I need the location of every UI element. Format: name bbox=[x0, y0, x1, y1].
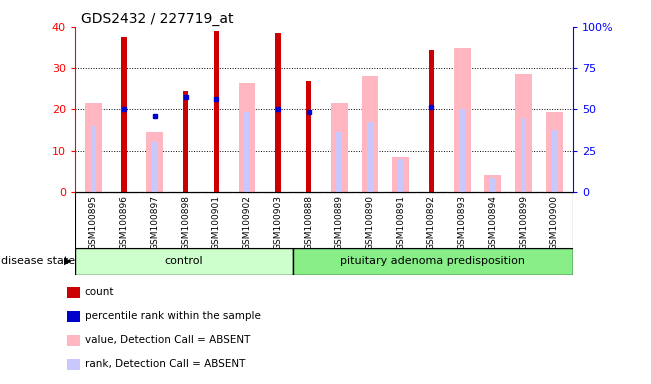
Text: GSM100902: GSM100902 bbox=[243, 195, 251, 250]
Bar bbox=[214, 31, 219, 192]
Bar bbox=[398, 159, 404, 192]
Text: GDS2432 / 227719_at: GDS2432 / 227719_at bbox=[81, 12, 234, 25]
Text: GSM100894: GSM100894 bbox=[488, 195, 497, 250]
Bar bbox=[293, 248, 573, 275]
Bar bbox=[67, 334, 79, 346]
Bar bbox=[121, 37, 127, 192]
Bar bbox=[183, 91, 188, 192]
Bar bbox=[337, 132, 342, 192]
Text: GSM100896: GSM100896 bbox=[120, 195, 128, 250]
Text: pituitary adenoma predisposition: pituitary adenoma predisposition bbox=[340, 256, 525, 266]
Bar bbox=[67, 359, 79, 370]
Bar bbox=[67, 311, 79, 322]
Bar bbox=[306, 81, 311, 192]
Bar bbox=[484, 175, 501, 192]
Bar bbox=[454, 48, 471, 192]
Bar bbox=[429, 50, 434, 192]
Text: GSM100892: GSM100892 bbox=[427, 195, 436, 250]
Bar bbox=[490, 177, 495, 192]
Text: GSM100888: GSM100888 bbox=[304, 195, 313, 250]
Bar bbox=[67, 286, 79, 298]
Text: disease state: disease state bbox=[1, 256, 76, 266]
Bar bbox=[90, 126, 96, 192]
Bar bbox=[546, 111, 563, 192]
Text: GSM100899: GSM100899 bbox=[519, 195, 528, 250]
Text: GSM100903: GSM100903 bbox=[273, 195, 283, 250]
Text: GSM100895: GSM100895 bbox=[89, 195, 98, 250]
Bar bbox=[367, 122, 373, 192]
Bar bbox=[146, 132, 163, 192]
Bar bbox=[275, 33, 281, 192]
Text: rank, Detection Call = ABSENT: rank, Detection Call = ABSENT bbox=[85, 359, 245, 369]
Bar bbox=[152, 142, 158, 192]
Text: GSM100890: GSM100890 bbox=[365, 195, 374, 250]
Text: GSM100901: GSM100901 bbox=[212, 195, 221, 250]
Text: ▶: ▶ bbox=[64, 256, 72, 266]
Text: GSM100893: GSM100893 bbox=[458, 195, 467, 250]
Text: count: count bbox=[85, 287, 115, 297]
Bar bbox=[75, 192, 573, 248]
Text: value, Detection Call = ABSENT: value, Detection Call = ABSENT bbox=[85, 335, 250, 345]
Bar bbox=[238, 83, 255, 192]
Bar bbox=[244, 111, 250, 192]
Text: GSM100900: GSM100900 bbox=[550, 195, 559, 250]
Bar bbox=[85, 103, 102, 192]
Bar bbox=[331, 103, 348, 192]
Text: GSM100897: GSM100897 bbox=[150, 195, 159, 250]
Bar bbox=[551, 130, 557, 192]
Text: GSM100891: GSM100891 bbox=[396, 195, 405, 250]
Text: control: control bbox=[165, 256, 203, 266]
Text: percentile rank within the sample: percentile rank within the sample bbox=[85, 311, 260, 321]
Bar bbox=[75, 248, 293, 275]
Text: GSM100898: GSM100898 bbox=[181, 195, 190, 250]
Bar bbox=[393, 157, 409, 192]
Bar bbox=[515, 74, 532, 192]
Bar bbox=[460, 109, 465, 192]
Bar bbox=[521, 118, 527, 192]
Text: GSM100889: GSM100889 bbox=[335, 195, 344, 250]
Bar bbox=[361, 76, 378, 192]
